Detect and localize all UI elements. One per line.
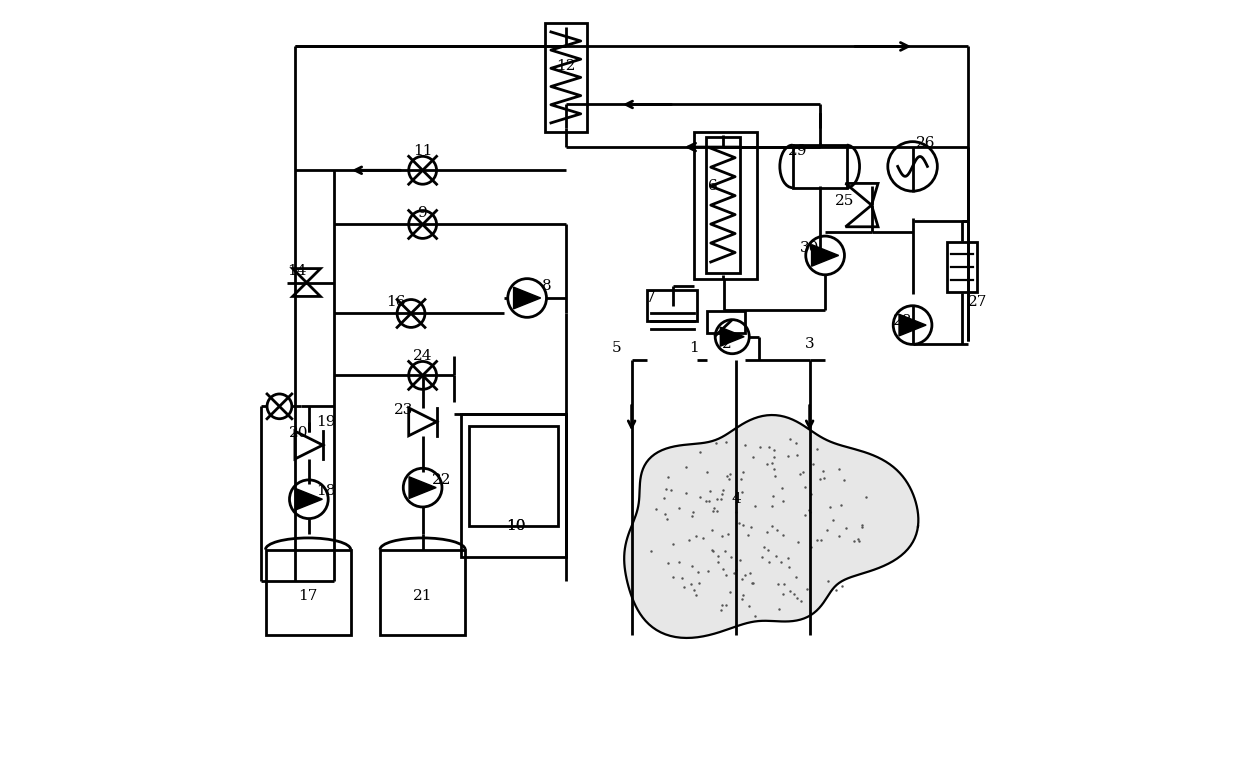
Bar (469, 426, 558, 526)
Text: 29: 29 (789, 144, 807, 158)
Text: 5: 5 (611, 341, 621, 355)
Text: 17: 17 (299, 589, 317, 603)
Text: 22: 22 (433, 473, 451, 487)
Text: 1: 1 (688, 341, 698, 355)
Polygon shape (624, 415, 919, 638)
Text: 4: 4 (732, 492, 742, 506)
Text: 10: 10 (506, 519, 526, 533)
Text: 24: 24 (413, 349, 433, 363)
Text: 16: 16 (386, 295, 405, 309)
Text: 26: 26 (916, 136, 935, 150)
Polygon shape (811, 245, 838, 266)
Text: 7: 7 (646, 291, 656, 305)
Bar (947, 241, 977, 292)
Text: 27: 27 (968, 295, 987, 309)
Bar (707, 311, 745, 333)
Bar (265, 550, 351, 635)
Text: 9: 9 (418, 206, 428, 220)
Bar (792, 145, 847, 187)
Text: 14: 14 (288, 264, 308, 278)
Polygon shape (720, 327, 744, 346)
Text: 20: 20 (289, 426, 309, 440)
Text: 6: 6 (708, 179, 718, 193)
Bar (379, 550, 465, 635)
Text: 12: 12 (556, 59, 575, 73)
Polygon shape (899, 314, 926, 336)
Text: 25: 25 (835, 194, 854, 208)
Polygon shape (409, 477, 436, 498)
Text: 18: 18 (316, 485, 336, 498)
Text: 23: 23 (393, 403, 413, 417)
Text: 8: 8 (542, 279, 552, 293)
Polygon shape (513, 287, 541, 309)
Bar (693, 132, 756, 279)
Bar (461, 414, 565, 557)
Polygon shape (295, 488, 322, 510)
Text: 3: 3 (805, 337, 815, 351)
Text: 2: 2 (722, 337, 732, 351)
Text: 11: 11 (413, 144, 433, 158)
Bar (647, 290, 697, 321)
Text: 10: 10 (506, 519, 526, 533)
Text: 21: 21 (413, 589, 433, 603)
Text: 28: 28 (893, 314, 913, 328)
Text: 30: 30 (800, 241, 820, 255)
Bar (544, 23, 587, 132)
Bar (706, 138, 740, 273)
Text: 19: 19 (316, 415, 336, 429)
